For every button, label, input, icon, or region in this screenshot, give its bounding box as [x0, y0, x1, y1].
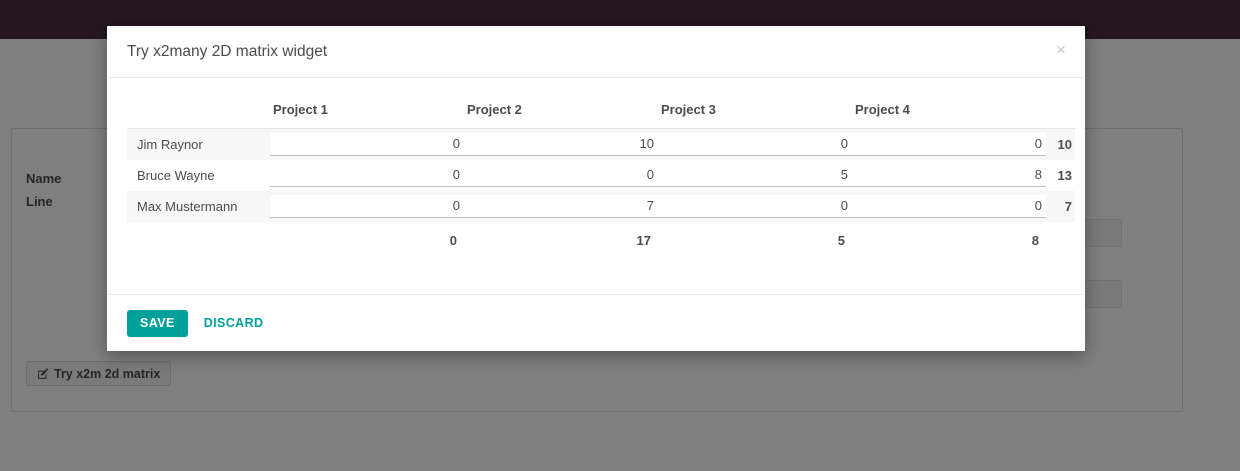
- table-row: Bruce Wayne 13: [127, 160, 1075, 191]
- discard-button[interactable]: DISCARD: [196, 316, 272, 330]
- matrix-totals-label: [127, 221, 270, 256]
- matrix-body: Jim Raynor 10 Bruce W: [127, 128, 1075, 222]
- matrix-row-label-1: Jim Raynor: [127, 128, 270, 160]
- matrix-cell-3-2: [464, 190, 658, 222]
- matrix-column-header-4: Project 4: [852, 96, 1046, 129]
- matrix-column-header-1: Project 1: [270, 96, 464, 129]
- matrix-cell-1-2: [464, 128, 658, 160]
- matrix-row-total-1: 10: [1046, 128, 1075, 160]
- matrix-grand-total: [1046, 221, 1075, 256]
- matrix-column-total-1: 0: [270, 221, 464, 256]
- matrix-cell-2-2: [464, 160, 658, 191]
- matrix-cell-1-3: [658, 128, 852, 160]
- matrix-input-max-mustermann-project-1[interactable]: [270, 194, 464, 218]
- matrix-input-jim-raynor-project-3[interactable]: [658, 132, 852, 156]
- matrix-column-header-label-4: Project 4: [855, 101, 910, 117]
- matrix-input-max-mustermann-project-4[interactable]: [852, 194, 1046, 218]
- matrix-column-total-2: 17: [464, 221, 658, 256]
- matrix-input-bruce-wayne-project-1[interactable]: [270, 163, 464, 187]
- matrix-column-header-label-2: Project 2: [467, 101, 522, 117]
- matrix-input-bruce-wayne-project-4[interactable]: [852, 163, 1046, 187]
- x2many-matrix-dialog: Try x2many 2D matrix widget × Project 1: [107, 26, 1085, 351]
- table-row: Max Mustermann 7: [127, 190, 1075, 222]
- matrix-totals-row: 0 17 5 8: [127, 221, 1075, 256]
- matrix-column-total-3: 5: [658, 221, 852, 256]
- matrix-total-header: [1046, 96, 1075, 129]
- table-row: Jim Raynor 10: [127, 128, 1075, 160]
- dialog-header: Try x2many 2D matrix widget ×: [107, 26, 1085, 78]
- dialog-footer: SAVE DISCARD: [107, 294, 1085, 351]
- save-button[interactable]: SAVE: [127, 309, 188, 337]
- matrix-input-jim-raynor-project-4[interactable]: [852, 132, 1046, 156]
- matrix-cell-3-4: [852, 190, 1046, 222]
- matrix-table: Project 1 Project 2 Project 3 Project 4: [127, 96, 1075, 256]
- matrix-cell-3-3: [658, 190, 852, 222]
- dialog-body: Project 1 Project 2 Project 3 Project 4: [107, 78, 1085, 294]
- matrix-column-header-label-3: Project 3: [661, 101, 716, 117]
- matrix-column-header-2: Project 2: [464, 96, 658, 129]
- matrix-input-bruce-wayne-project-2[interactable]: [464, 163, 658, 187]
- matrix-cell-2-3: [658, 160, 852, 191]
- close-icon[interactable]: ×: [1050, 39, 1072, 61]
- matrix-row-total-3: 7: [1046, 190, 1075, 222]
- matrix-cell-2-1: [270, 160, 464, 191]
- dialog-title: Try x2many 2D matrix widget: [127, 42, 328, 60]
- matrix-row-label-2: Bruce Wayne: [137, 167, 215, 183]
- matrix-cell-1-4: [852, 128, 1046, 160]
- matrix-cell-3-1: [270, 190, 464, 222]
- matrix-row-label-3: Max Mustermann: [127, 190, 270, 222]
- matrix-row-total-2: 13: [1057, 167, 1072, 183]
- matrix-input-bruce-wayne-project-3[interactable]: [658, 163, 852, 187]
- matrix-input-jim-raynor-project-2[interactable]: [464, 132, 658, 156]
- matrix-column-header-label-1: Project 1: [273, 101, 328, 117]
- matrix-input-jim-raynor-project-1[interactable]: [270, 132, 464, 156]
- matrix-input-max-mustermann-project-2[interactable]: [464, 194, 658, 218]
- matrix-input-max-mustermann-project-3[interactable]: [658, 194, 852, 218]
- matrix-cell-2-4: [852, 160, 1046, 191]
- matrix-cell-1-1: [270, 128, 464, 160]
- matrix-header-row: Project 1 Project 2 Project 3 Project 4: [127, 96, 1075, 129]
- matrix-column-header-3: Project 3: [658, 96, 852, 129]
- matrix-column-total-4: 8: [852, 221, 1046, 256]
- matrix-corner-header: [127, 96, 270, 129]
